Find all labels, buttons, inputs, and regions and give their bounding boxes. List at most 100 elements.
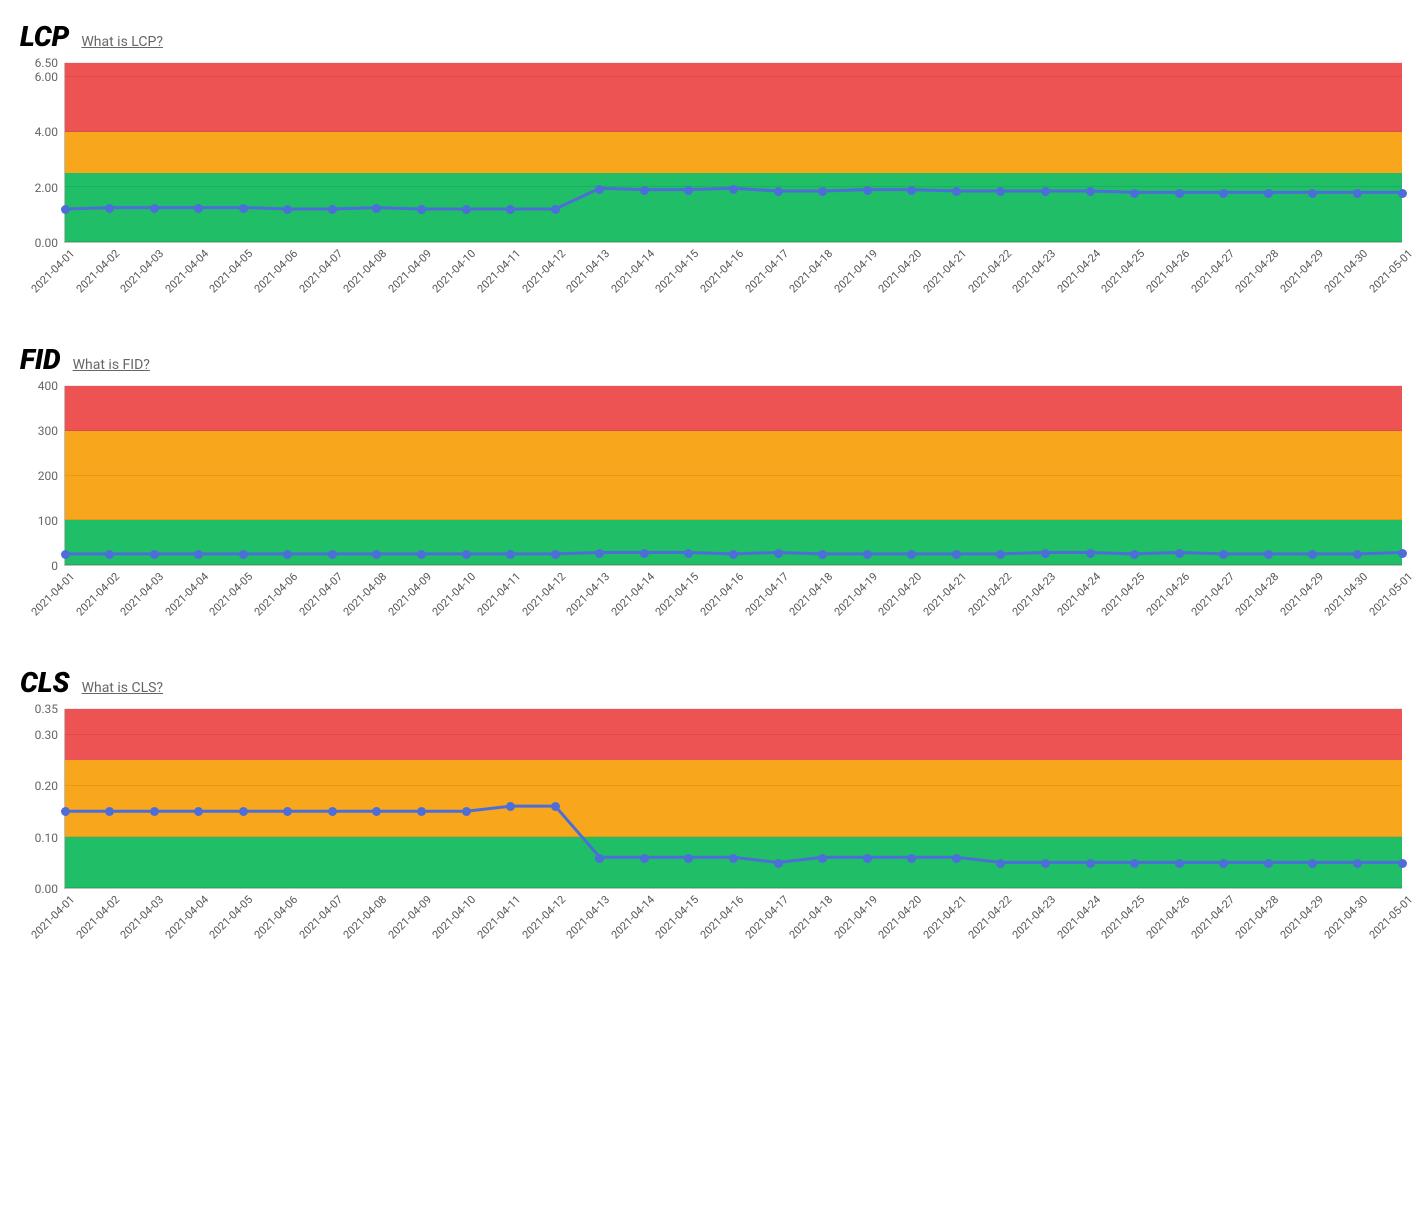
lcp-x-axis: 2021-04-012021-04-022021-04-032021-04-04…: [64, 243, 1402, 293]
fid-y-axis: 4003002001000: [20, 386, 64, 566]
y-tick-label: 6.00: [35, 71, 58, 83]
data-point-marker: [61, 205, 70, 214]
data-point-marker: [417, 807, 426, 816]
data-point-marker: [1130, 859, 1139, 868]
lcp-help-link[interactable]: What is LCP?: [81, 34, 163, 50]
data-point-marker: [105, 204, 114, 213]
data-point-marker: [818, 854, 827, 863]
x-tick-label: 2021-04-06: [247, 893, 300, 946]
x-tick-label: 2021-05-01: [1362, 893, 1415, 946]
data-point-marker: [283, 807, 292, 816]
data-point-marker: [239, 550, 248, 559]
data-point-marker: [996, 859, 1005, 868]
fid-chart-body: 4003002001000: [20, 386, 1402, 566]
data-point-marker: [1175, 189, 1184, 198]
y-tick-label: 0.35: [35, 703, 58, 715]
data-point-marker: [1398, 549, 1407, 558]
data-point-marker: [907, 186, 916, 195]
data-point-marker: [907, 854, 916, 863]
x-tick-label: 2021-04-01: [24, 570, 77, 623]
data-point-marker: [774, 859, 783, 868]
lcp-plot-region: [64, 63, 1402, 243]
data-point-marker: [1398, 189, 1407, 198]
data-point-marker: [729, 550, 738, 559]
x-tick-label: 2021-04-16: [693, 247, 746, 300]
x-tick-label: 2021-04-11: [470, 893, 523, 946]
data-point-marker: [462, 550, 471, 559]
cls-y-axis: 0.350.300.200.100.00: [20, 709, 64, 889]
data-point-marker: [61, 550, 70, 559]
x-tick-label: 2021-04-11: [470, 247, 523, 300]
data-point-marker: [239, 204, 248, 213]
cls-chart-title: CLS: [20, 666, 70, 699]
x-tick-label: 2021-04-16: [693, 570, 746, 623]
cls-help-link[interactable]: What is CLS?: [82, 680, 163, 696]
data-point-marker: [1175, 859, 1184, 868]
y-tick-label: 0.10: [35, 832, 58, 844]
fid-chart-header: FIDWhat is FID?: [20, 343, 1402, 376]
data-point-marker: [774, 187, 783, 196]
data-point-marker: [640, 186, 649, 195]
y-tick-label: 0: [51, 560, 58, 572]
lcp-chart-block: LCPWhat is LCP?6.506.004.002.000.002021-…: [20, 20, 1402, 293]
data-point-marker: [684, 186, 693, 195]
data-point-marker: [506, 802, 515, 811]
fid-chart-block: FIDWhat is FID? 40030020010002021-04-0120…: [20, 343, 1402, 616]
data-point-marker: [105, 550, 114, 559]
lcp-chart-body: 6.506.004.002.000.00: [20, 63, 1402, 243]
data-point-marker: [417, 205, 426, 214]
fid-x-axis: 2021-04-012021-04-022021-04-032021-04-04…: [64, 566, 1402, 616]
data-point-marker: [1219, 859, 1228, 868]
data-point-marker: [952, 854, 961, 863]
data-point-marker: [684, 549, 693, 558]
y-tick-label: 4.00: [35, 126, 58, 138]
data-point-marker: [1175, 549, 1184, 558]
data-point-marker: [1264, 859, 1273, 868]
cls-x-axis: 2021-04-012021-04-022021-04-032021-04-04…: [64, 889, 1402, 939]
data-point-marker: [684, 854, 693, 863]
data-point-marker: [996, 187, 1005, 196]
data-point-marker: [239, 807, 248, 816]
x-tick-label: 2021-04-21: [916, 247, 969, 300]
data-point-marker: [105, 807, 114, 816]
y-tick-label: 0.30: [35, 729, 58, 741]
data-point-marker: [283, 205, 292, 214]
x-tick-label: 2021-04-26: [1139, 247, 1192, 300]
data-point-marker: [1398, 859, 1407, 868]
x-tick-label: 2021-05-01: [1362, 247, 1415, 300]
data-point-marker: [506, 550, 515, 559]
y-tick-label: 0.00: [35, 883, 58, 895]
data-point-marker: [595, 549, 604, 558]
data-point-marker: [150, 550, 159, 559]
data-point-marker: [818, 550, 827, 559]
data-point-marker: [1264, 189, 1273, 198]
data-point-marker: [462, 807, 471, 816]
data-point-marker: [774, 549, 783, 558]
data-point-marker: [194, 550, 203, 559]
fid-plot-region: [64, 386, 1402, 566]
data-point-marker: [61, 807, 70, 816]
data-point-marker: [952, 550, 961, 559]
cls-chart-block: CLS What is CLS? 0.350.300.200.100.002021-…: [20, 666, 1402, 939]
data-point-marker: [1130, 550, 1139, 559]
data-point-marker: [595, 185, 604, 194]
x-tick-label: 2021-04-11: [470, 570, 523, 623]
lcp-chart-header: LCPWhat is LCP?: [20, 20, 1402, 53]
fid-help-link[interactable]: What is FID?: [73, 357, 150, 373]
data-point-marker: [1086, 187, 1095, 196]
data-point-marker: [328, 550, 337, 559]
data-point-marker: [818, 187, 827, 196]
x-tick-label: 2021-04-06: [247, 247, 300, 300]
x-tick-label: 2021-04-01: [24, 893, 77, 946]
data-point-marker: [1353, 189, 1362, 198]
y-tick-label: 0.00: [35, 237, 58, 249]
y-tick-label: 6.50: [35, 57, 58, 69]
data-point-marker: [1086, 549, 1095, 558]
x-tick-label: 2021-04-26: [1139, 570, 1192, 623]
data-point-marker: [1353, 550, 1362, 559]
x-tick-label: 2021-04-16: [693, 893, 746, 946]
x-tick-label: 2021-04-06: [247, 570, 300, 623]
cls-plot-region: [64, 709, 1402, 889]
data-point-marker: [372, 550, 381, 559]
data-point-marker: [595, 854, 604, 863]
